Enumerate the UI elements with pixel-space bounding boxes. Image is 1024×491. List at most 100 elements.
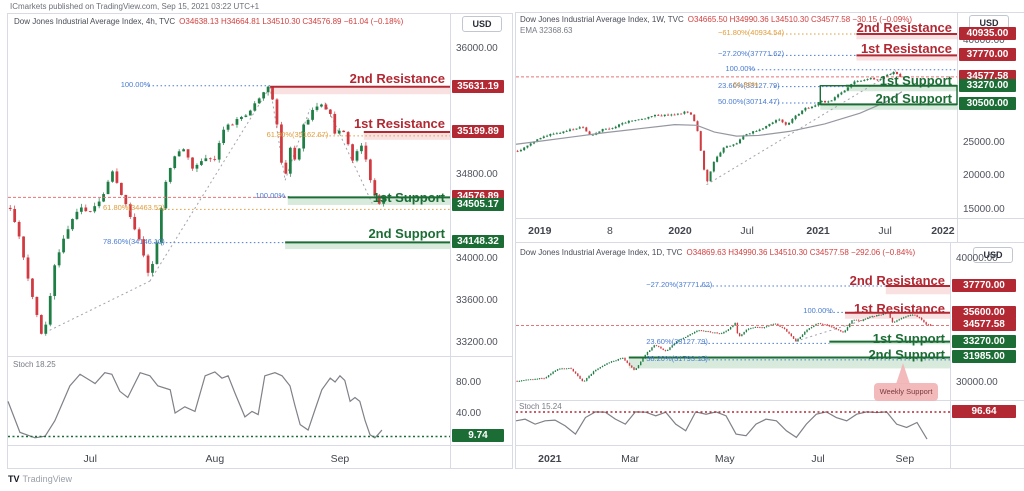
trend-connector-line bbox=[284, 108, 311, 181]
candle-body bbox=[324, 104, 328, 110]
candle-body bbox=[791, 118, 794, 123]
candle-body bbox=[835, 328, 837, 330]
candle-body bbox=[598, 131, 601, 134]
candle-body bbox=[846, 87, 849, 91]
candle-body bbox=[748, 133, 751, 135]
candle-body bbox=[669, 347, 671, 350]
candle-body bbox=[892, 71, 895, 75]
candle-body bbox=[577, 373, 579, 377]
candle-body bbox=[128, 204, 132, 217]
candle-body bbox=[240, 116, 243, 120]
candle-body bbox=[896, 320, 898, 322]
candle-body bbox=[891, 317, 894, 323]
candle-body bbox=[84, 207, 88, 212]
candle-body bbox=[851, 320, 853, 324]
candle-body bbox=[142, 239, 145, 256]
candle-body bbox=[828, 325, 831, 327]
candle-body bbox=[711, 332, 714, 334]
candle-body bbox=[543, 378, 545, 380]
candle-body bbox=[519, 150, 522, 152]
candle-body bbox=[886, 74, 889, 77]
panel-frame bbox=[515, 12, 1024, 243]
candle-body bbox=[866, 79, 869, 81]
candle-body bbox=[745, 329, 748, 332]
candle-body bbox=[716, 156, 719, 162]
candle-body bbox=[657, 114, 660, 116]
candle-body bbox=[35, 296, 39, 315]
candle-body bbox=[790, 333, 793, 337]
candle-body bbox=[546, 135, 549, 137]
candle-body bbox=[678, 339, 680, 342]
candle-body bbox=[702, 330, 705, 332]
candle-body bbox=[804, 331, 806, 335]
candle-body bbox=[552, 133, 555, 135]
candle-body bbox=[810, 106, 813, 109]
candle-body bbox=[151, 263, 154, 273]
candle-body bbox=[663, 114, 666, 116]
candle-body bbox=[173, 156, 177, 169]
candle-body bbox=[333, 113, 337, 134]
candle-body bbox=[722, 147, 725, 153]
candle-body bbox=[898, 319, 900, 321]
candle-body bbox=[137, 229, 141, 240]
candle-body bbox=[925, 322, 927, 325]
candle-body bbox=[572, 129, 575, 131]
candle-body bbox=[579, 376, 581, 379]
candle-body bbox=[617, 359, 619, 361]
candle-body bbox=[177, 151, 181, 157]
candle-body bbox=[8, 207, 12, 209]
candle-body bbox=[582, 127, 585, 129]
candle-body bbox=[869, 78, 872, 80]
candle-body bbox=[907, 315, 909, 317]
candle-body bbox=[306, 119, 310, 125]
candle-body bbox=[574, 371, 577, 374]
candle-body bbox=[635, 368, 637, 370]
candle-body bbox=[542, 136, 545, 138]
candle-body bbox=[529, 379, 532, 381]
candle-body bbox=[911, 314, 914, 316]
candle-body bbox=[226, 124, 230, 130]
candle-body bbox=[39, 314, 43, 334]
candle-body bbox=[735, 143, 738, 145]
candle-body bbox=[614, 126, 617, 129]
candle-body bbox=[843, 90, 846, 93]
candle-body bbox=[882, 76, 885, 80]
candle-body bbox=[606, 363, 608, 365]
candle-body bbox=[646, 351, 649, 355]
candle-body bbox=[878, 314, 880, 316]
candle-body bbox=[727, 329, 730, 331]
support-zone bbox=[628, 357, 950, 369]
candle-body bbox=[71, 219, 74, 230]
candle-body bbox=[732, 325, 734, 328]
candle-body bbox=[124, 194, 128, 205]
candle-body bbox=[859, 80, 863, 82]
stoch-curve bbox=[7, 371, 383, 439]
candle-body bbox=[191, 157, 194, 169]
candle-body bbox=[525, 379, 527, 381]
candle-body bbox=[382, 197, 386, 204]
candle-body bbox=[771, 122, 774, 124]
candle-body bbox=[644, 118, 647, 120]
candle-body bbox=[862, 319, 864, 321]
candle-body bbox=[895, 71, 898, 74]
candle-body bbox=[633, 367, 635, 370]
candle-body bbox=[712, 161, 715, 172]
candle-body bbox=[684, 336, 687, 338]
candle-body bbox=[675, 341, 678, 344]
candle-body bbox=[284, 162, 288, 174]
candle-body bbox=[613, 361, 615, 362]
candle-body bbox=[680, 113, 683, 115]
candle-body bbox=[725, 146, 728, 148]
candle-body bbox=[909, 315, 912, 316]
candle-body bbox=[355, 151, 359, 161]
candle-body bbox=[655, 345, 658, 347]
candle-body bbox=[893, 321, 896, 323]
candle-body bbox=[186, 149, 190, 158]
candle-body bbox=[75, 211, 79, 220]
candle-body bbox=[520, 380, 523, 382]
candle-body bbox=[302, 124, 306, 149]
candle-body bbox=[752, 327, 754, 329]
candle-body bbox=[208, 158, 212, 160]
candle-body bbox=[624, 357, 626, 361]
